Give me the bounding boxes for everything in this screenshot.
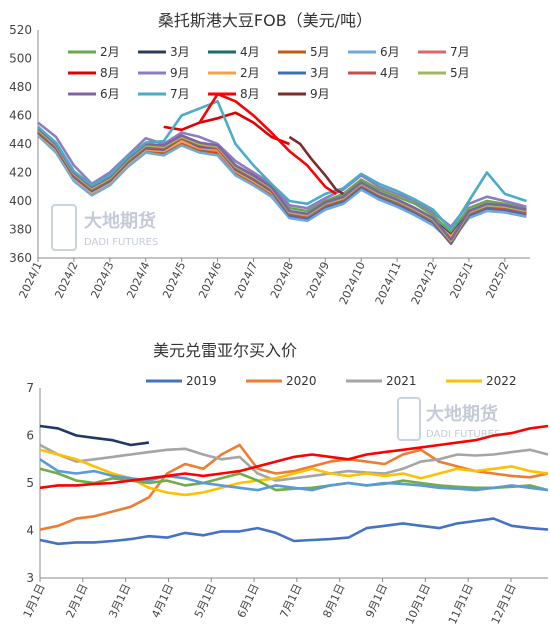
y-tick-label: 520	[9, 23, 32, 37]
y-tick-label: 440	[9, 137, 32, 151]
x-tick-label: 2024/9	[304, 260, 332, 301]
x-tick-label: 2024/5	[160, 260, 188, 301]
y-tick-label: 4	[26, 524, 34, 538]
legend-label: 9月	[310, 87, 330, 101]
x-tick-label: 12月1日	[489, 582, 519, 626]
series-line	[39, 424, 150, 447]
watermark-en: DADI FUTURES	[84, 237, 158, 248]
x-tick-label: 2024/6	[196, 260, 224, 301]
watermark-cn: 大地期货	[84, 210, 156, 232]
series-line	[39, 443, 549, 531]
x-tick-label: 2024/12	[409, 260, 440, 307]
y-tick-label: 500	[9, 52, 32, 66]
x-tick-label: 2月1日	[64, 582, 91, 620]
x-tick-label: 2024/7	[232, 260, 260, 301]
legend-label: 8月	[240, 87, 260, 101]
legend-label: 5月	[310, 45, 330, 59]
legend-label: 4月	[240, 45, 260, 59]
x-tick-label: 2024/2	[52, 260, 80, 301]
x-tick-label: 4月1日	[149, 582, 176, 620]
series-line	[39, 517, 549, 546]
series-line	[39, 424, 549, 490]
legend-label: 8月	[100, 66, 120, 80]
x-tick-label: 7月1日	[278, 582, 305, 620]
legend-label: 7月	[450, 45, 470, 59]
legend-label: 3月	[310, 66, 330, 80]
watermark-en: DADI FUTURES	[426, 429, 500, 440]
usd-brl-exchange-chart: 美元兑雷亚尔买入价 3 4 5 6 7 1月1日 2月1日 3月1日 4月1日 5月1日 6月1日 7…	[0, 330, 550, 640]
y-tick-label: 400	[9, 194, 32, 208]
y-tick-label: 480	[9, 80, 32, 94]
x-tick-label: 6月1日	[235, 582, 262, 620]
x-tick-label: 11月1日	[446, 582, 476, 626]
series-line	[39, 458, 549, 492]
x-tick-label: 2024/1	[17, 260, 45, 301]
y-tick-label: 380	[9, 223, 32, 237]
x-tick-label: 8月1日	[320, 582, 347, 620]
chart-title: 桑托斯港大豆FOB（美元/吨）	[158, 11, 372, 30]
x-tick-label: 9月1日	[363, 582, 390, 620]
legend-label: 6月	[380, 45, 400, 59]
x-tick-label: 1月1日	[21, 582, 48, 620]
series-line	[39, 443, 549, 482]
x-tick-label: 3月1日	[106, 582, 133, 620]
series-line	[288, 135, 344, 196]
x-tick-label: 2024/4	[124, 260, 152, 301]
x-tick-label: 2024/8	[268, 260, 296, 301]
watermark: 大地期货 DADI FUTURES	[397, 397, 500, 441]
series-line	[37, 100, 527, 231]
legend-label: 2019	[186, 374, 217, 388]
y-tick-label: 5	[26, 476, 34, 490]
y-tick-label: 420	[9, 166, 32, 180]
x-tick-label: 2024/11	[373, 260, 404, 307]
y-tick-label: 460	[9, 109, 32, 123]
legend-label: 2月	[100, 45, 120, 59]
watermark-cn: 大地期货	[426, 403, 498, 425]
x-tick-label: 10月1日	[403, 582, 433, 626]
santos-soybean-fob-chart: 桑托斯港大豆FOB（美元/吨） 360 380 400 420 440 460 480 500…	[9, 11, 530, 307]
legend-label: 2022	[486, 374, 517, 388]
x-tick-label: 2024/10	[337, 260, 368, 307]
series-line	[163, 111, 290, 146]
legend-label: 2020	[286, 374, 317, 388]
legend-label: 2月	[240, 66, 260, 80]
y-tick-label: 360	[9, 251, 32, 265]
x-tick-label: 2024/3	[88, 260, 116, 301]
legend-label: 2021	[386, 374, 417, 388]
legend-label: 3月	[170, 45, 190, 59]
legend-label: 6月	[100, 87, 120, 101]
y-tick-label: 7	[26, 381, 34, 395]
x-tick-label: 2025/2	[483, 260, 511, 301]
legend-label: 4月	[380, 66, 400, 80]
legend-label: 9月	[170, 66, 190, 80]
watermark: 大地期货 DADI FUTURES	[51, 204, 158, 251]
series-line	[198, 92, 337, 195]
x-tick-label: 5月1日	[192, 582, 219, 620]
y-tick-label: 6	[26, 429, 34, 443]
chart-title: 美元兑雷亚尔买入价	[153, 341, 297, 360]
y-tick-label: 3	[26, 571, 34, 585]
legend-label: 5月	[450, 66, 470, 80]
legend-label: 7月	[170, 87, 190, 101]
x-tick-label: 2025/1	[448, 260, 476, 301]
